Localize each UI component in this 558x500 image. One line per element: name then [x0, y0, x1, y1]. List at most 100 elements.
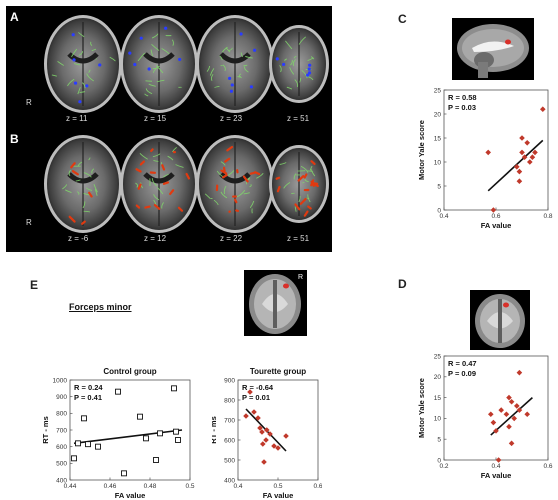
y-tick-label: 600 [224, 437, 235, 444]
x-tick-label: 0.6 [543, 463, 552, 470]
data-point [243, 413, 249, 419]
data-point [490, 419, 497, 426]
x-tick-label: 0.8 [543, 213, 552, 220]
orientation-label-b: R [26, 218, 32, 227]
slice-label-b-3: z = 22 [220, 234, 243, 243]
cluster-marker-icon [505, 39, 511, 45]
x-tick-label: 0.6 [491, 213, 500, 220]
slice-label-a-2: z = 15 [144, 114, 167, 123]
data-point [516, 168, 523, 175]
data-point [540, 106, 546, 112]
plot-frame [69, 379, 191, 481]
fit-line [490, 397, 533, 436]
y-tick-label: 5 [437, 437, 441, 444]
y-tick-label: 400 [56, 477, 67, 484]
axial-thumbnail-d [470, 290, 530, 350]
y-tick-label: 0 [437, 457, 441, 464]
data-point [137, 413, 143, 420]
fit-line [73, 429, 183, 445]
y-tick-label: 10 [434, 159, 442, 166]
y-tick-label: 15 [434, 135, 442, 142]
y-axis-label: RT - ms [212, 416, 218, 444]
slice-label-a-1: z = 11 [66, 114, 88, 123]
x-axis-label: FA value [115, 491, 146, 498]
slice-images [44, 15, 329, 233]
x-tick-label: 0.2 [439, 463, 448, 470]
data-point [85, 441, 91, 448]
data-point [121, 470, 127, 477]
data-point [529, 154, 536, 160]
data-point [261, 459, 267, 465]
panel-label-d: D [398, 277, 407, 291]
slice-label-a-4: z = 51 [287, 114, 310, 123]
y-tick-label: 500 [224, 457, 235, 464]
data-point [508, 398, 515, 405]
data-point [247, 389, 253, 395]
y-tick-label: 800 [56, 411, 67, 418]
brain-slice-montage: A B R R z = 11 z = 15 z = 23 z = 51 z = … [6, 6, 332, 252]
data-point [175, 437, 181, 443]
data-point [271, 443, 277, 449]
scatter-plot-c: 0.4 0.6 0.8 0 5 10 15 20 25 FA value Motor Yale sc… [417, 87, 553, 230]
x-axis-label: FA value [263, 491, 294, 498]
x-tick-label: 0.4 [439, 213, 448, 220]
data-point [95, 443, 101, 450]
data-point [516, 369, 523, 376]
y-tick-label: 700 [224, 417, 235, 424]
brain-slice [44, 15, 122, 113]
chart-title: Control group [103, 367, 156, 376]
data-point [71, 455, 77, 462]
x-tick-label: 0.5 [185, 483, 194, 490]
y-tick-label: 400 [224, 477, 235, 484]
data-point [493, 428, 499, 434]
cluster-marker-icon [283, 283, 289, 289]
scatter-plot-d: 0.2 0.4 0.6 0 5 10 15 20 25 FA value Motor Yale sc… [417, 353, 553, 480]
x-tick-label: 0.46 [104, 483, 117, 490]
x-axis-label: FA value [481, 471, 512, 480]
data-point [263, 437, 269, 443]
stat-annotation: P = 0.01 [242, 393, 270, 402]
data-point [514, 164, 520, 170]
data-point [495, 457, 502, 463]
slice-label-b-4: z = 51 [287, 234, 310, 243]
x-tick-label: 0.5 [273, 483, 282, 490]
y-tick-label: 5 [437, 183, 441, 190]
data-point [157, 430, 163, 437]
y-tick-label: 0 [437, 207, 441, 214]
stat-annotation: R = 0.58 [448, 93, 477, 102]
axial-thumbnail-e: R [244, 270, 307, 336]
brain-slice [196, 15, 274, 113]
y-tick-label: 25 [434, 353, 442, 360]
data-point [527, 159, 533, 165]
y-tick-label: 25 [434, 87, 442, 94]
y-tick-label: 800 [224, 397, 235, 404]
x-tick-label: 0.44 [64, 483, 77, 490]
y-tick-label: 600 [56, 444, 67, 451]
brain-slice [196, 135, 274, 233]
x-tick-label: 0.4 [233, 483, 242, 490]
panel-label-b: B [10, 132, 19, 146]
y-tick-label: 20 [434, 374, 442, 381]
plot-frame [237, 379, 319, 481]
data-point [506, 394, 512, 401]
y-tick-label: 500 [56, 461, 67, 468]
data-point [524, 140, 530, 146]
data-point [255, 415, 261, 421]
data-point [490, 207, 497, 213]
plot-frame [443, 89, 549, 211]
data-point [516, 407, 523, 413]
slice-label-b-1: z = -6 [68, 234, 89, 243]
brain-slice [269, 25, 329, 103]
slice-label-b-2: z = 12 [144, 234, 167, 243]
y-tick-label: 700 [56, 427, 67, 434]
data-point [506, 423, 512, 430]
y-tick-label: 900 [56, 394, 67, 401]
y-tick-label: 1000 [53, 377, 68, 384]
y-tick-label: 20 [434, 111, 442, 118]
sagittal-thumbnail [452, 18, 534, 80]
brain-slice [120, 15, 198, 113]
data-point [524, 411, 530, 418]
stat-annotation: P = 0.41 [74, 393, 102, 402]
data-point [171, 385, 177, 392]
scatter-plot-control-group: Control group 0.44 0.46 0.48 0.5 400 500 600 700… [41, 367, 195, 498]
